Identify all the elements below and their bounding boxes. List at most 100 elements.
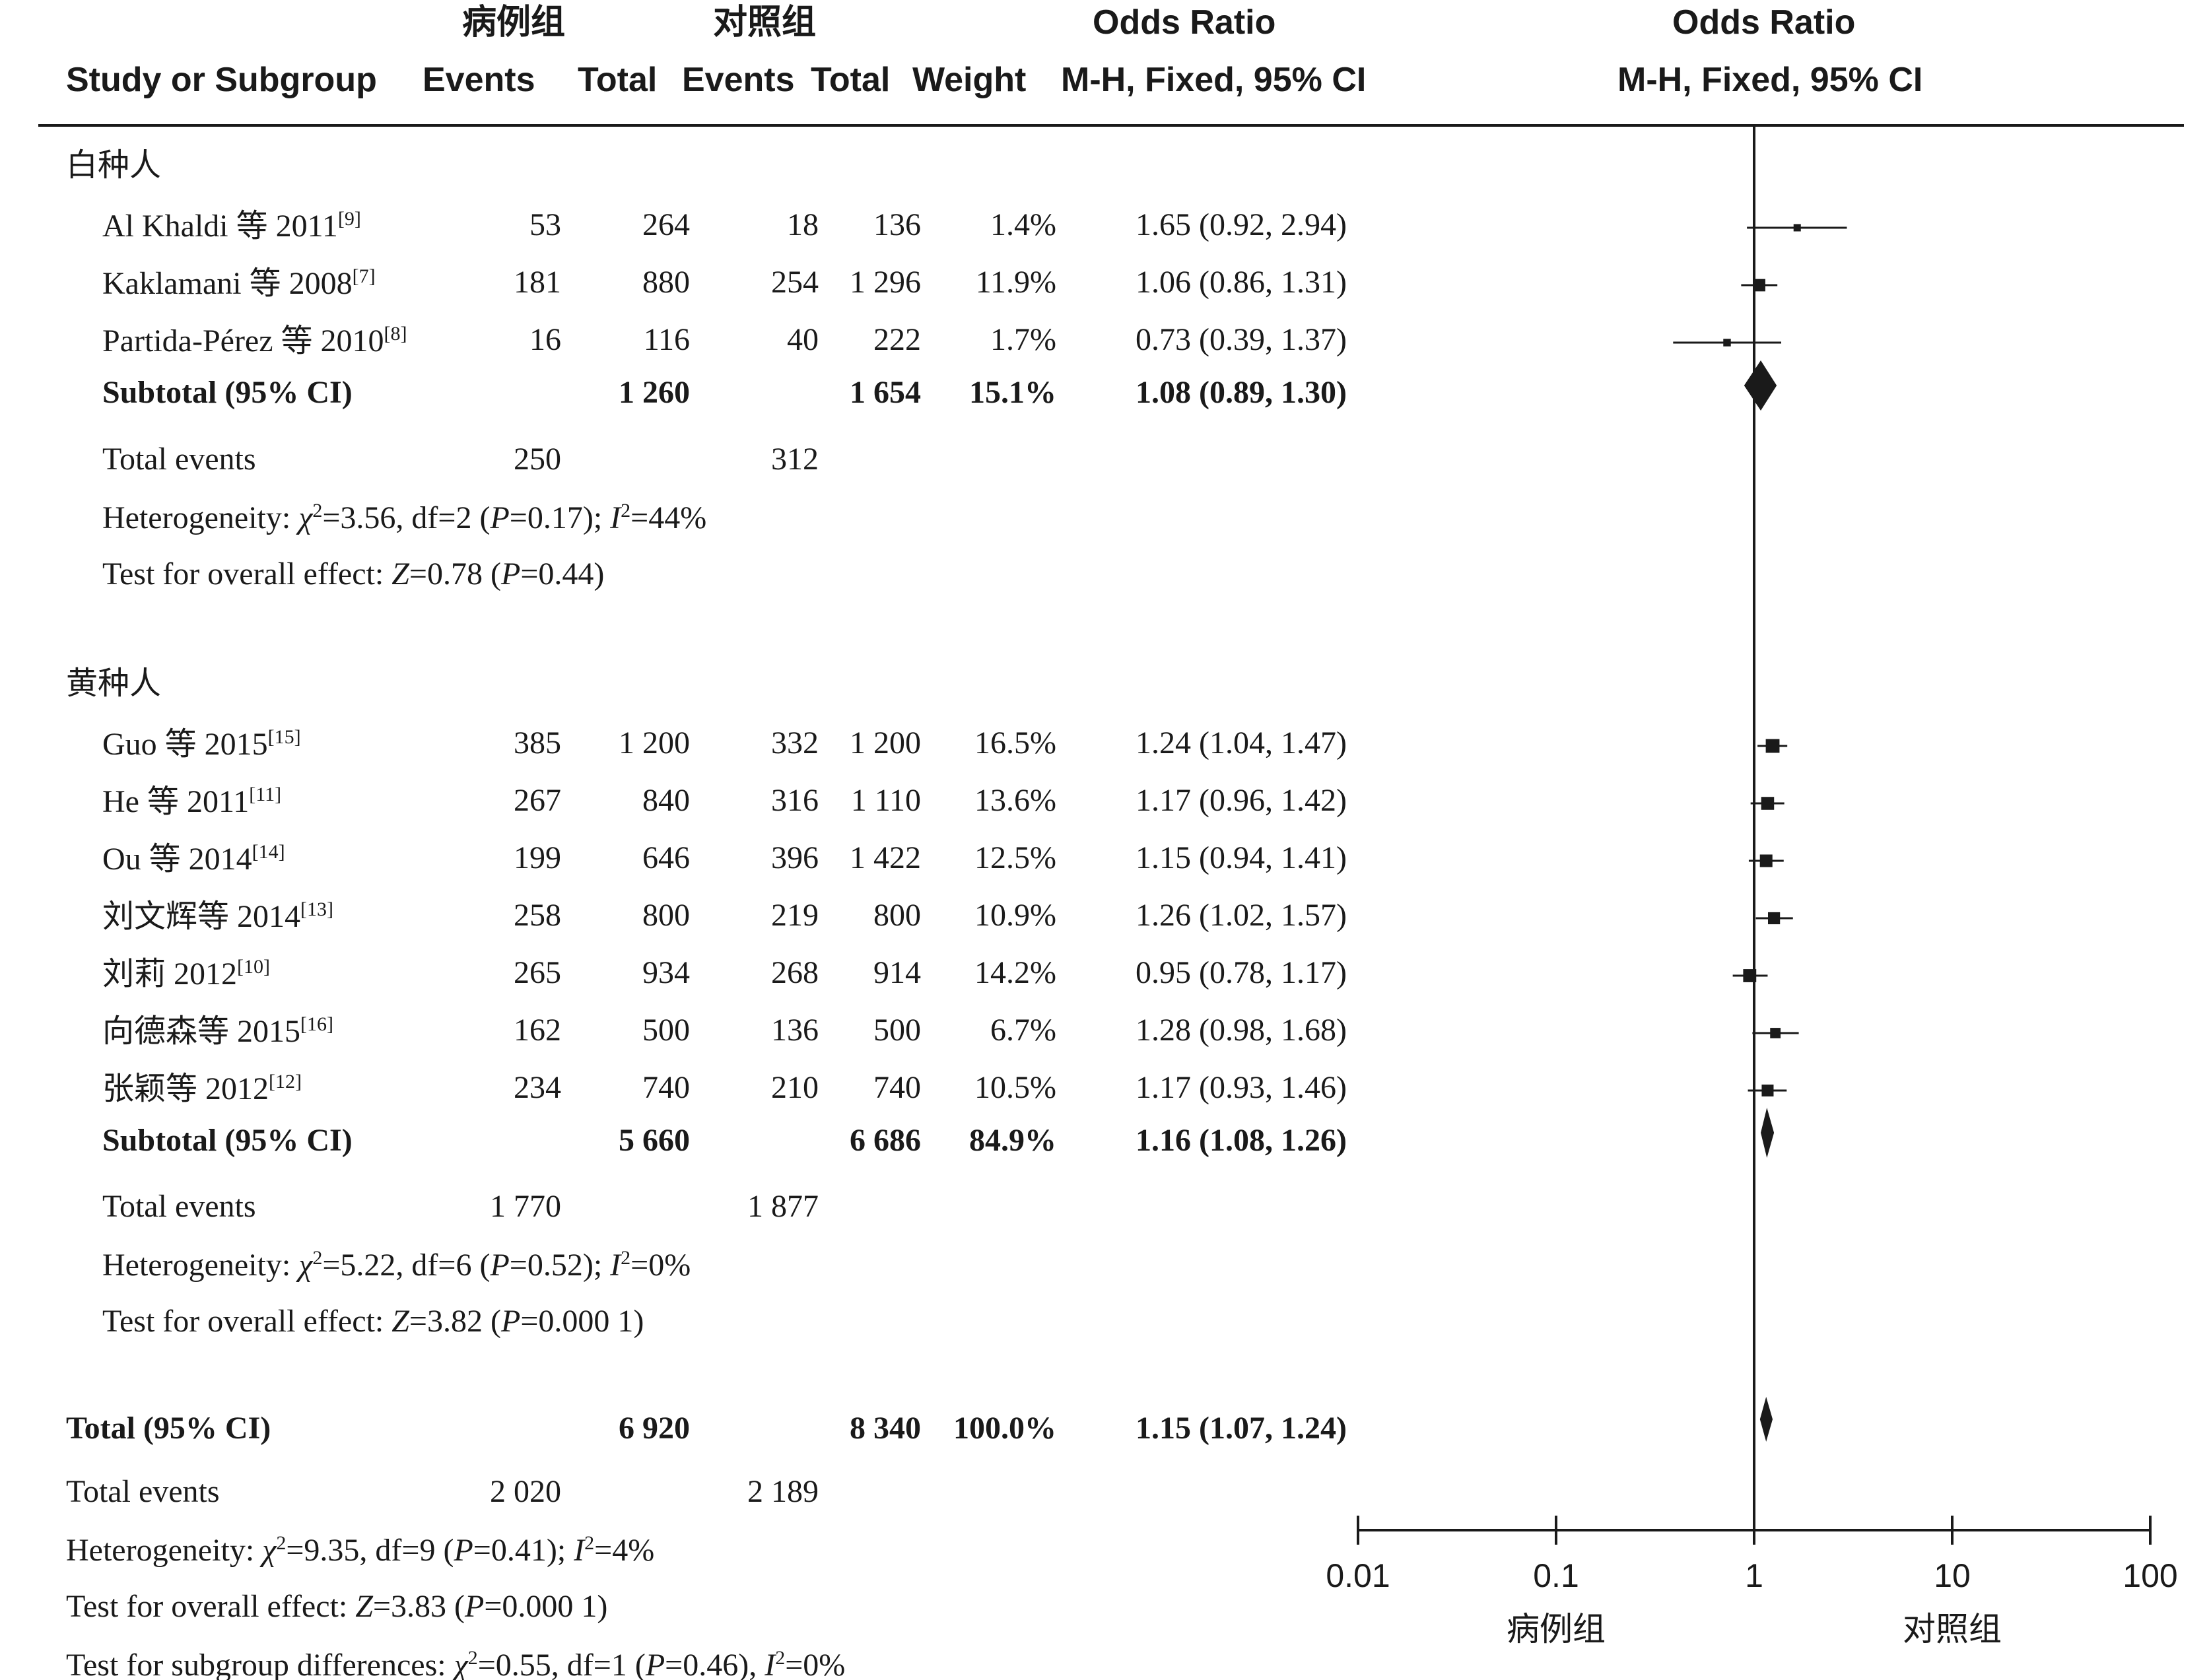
case-total-cell: 1 200 (619, 725, 690, 760)
subtotal-weight: 15.1% (969, 375, 1056, 410)
subtotal-ctrl-total: 6 686 (850, 1123, 921, 1158)
subtotal-case-total: 5 660 (619, 1123, 690, 1158)
subgroup-label-caucasian: 白种人 (66, 148, 162, 183)
tick-label: 1 (1745, 1557, 1763, 1594)
total-ci: 1.15 (1.07, 1.24) (1136, 1411, 1347, 1446)
or-method-header: M-H, Fixed, 95% CI (1061, 61, 1367, 99)
case-total-header: Total (578, 61, 658, 99)
total-case-total: 6 920 (619, 1411, 690, 1446)
case-events-cell: 267 (514, 783, 561, 818)
effect-square (1723, 339, 1731, 347)
heterogeneity-text: Heterogeneity: χ2=3.56, df=2 (P=0.17); I… (102, 500, 707, 535)
ci-cell: 1.06 (0.86, 1.31) (1136, 265, 1347, 300)
total-events-case: 2 020 (490, 1474, 561, 1509)
case-group-header: 病例组 (462, 3, 566, 42)
ctrl-events-cell: 210 (771, 1070, 819, 1105)
subtotal-weight: 84.9% (969, 1123, 1056, 1158)
total-events-label: Total events (102, 1189, 256, 1224)
study-name: 刘文辉等 2014[13] (102, 898, 333, 934)
heterogeneity-text: Heterogeneity: χ2=9.35, df=9 (P=0.41); I… (66, 1532, 655, 1568)
axis-right-label: 对照组 (1903, 1611, 2002, 1648)
overall-effect-text: Test for overall effect: Z=3.82 (P=0.000… (102, 1304, 644, 1339)
effect-square (1767, 912, 1781, 925)
plot-title-header: Odds Ratio (1672, 3, 1856, 42)
total-events-ctrl: 312 (771, 442, 819, 477)
ctrl-events-cell: 396 (771, 840, 819, 875)
total-events-ctrl: 1 877 (747, 1189, 819, 1224)
weight-cell: 13.6% (974, 783, 1056, 818)
subtotal-ci: 1.16 (1.08, 1.26) (1136, 1123, 1347, 1158)
ctrl-total-cell: 740 (873, 1070, 921, 1105)
tick-label: 0.1 (1533, 1557, 1579, 1594)
ci-cell: 1.15 (0.94, 1.41) (1136, 840, 1347, 875)
ctrl-total-cell: 1 296 (850, 265, 921, 300)
subtotal-label: Subtotal (95% CI) (102, 1123, 353, 1158)
subtotal-ctrl-total: 1 654 (850, 375, 921, 410)
tick-label: 100 (2123, 1557, 2178, 1594)
ctrl-events-cell: 40 (787, 322, 819, 357)
subtotal-diamond (1744, 360, 1777, 411)
ctrl-total-header: Total (811, 61, 891, 99)
ci-cell: 0.95 (0.78, 1.17) (1136, 955, 1347, 990)
total-events-case: 250 (514, 442, 561, 477)
heterogeneity-text: Heterogeneity: χ2=5.22, df=6 (P=0.52); I… (102, 1247, 691, 1283)
or-title-header: Odds Ratio (1093, 3, 1276, 42)
weight-cell: 11.9% (975, 265, 1056, 300)
weight-cell: 10.9% (974, 898, 1056, 933)
overall-effect-text: Test for overall effect: Z=0.78 (P=0.44) (102, 556, 605, 591)
effect-square (1743, 969, 1757, 982)
ci-cell: 1.17 (0.96, 1.42) (1136, 783, 1347, 818)
ctrl-events-cell: 254 (771, 265, 819, 300)
case-events-cell: 234 (514, 1070, 561, 1105)
ctrl-events-cell: 316 (771, 783, 819, 818)
case-events-cell: 16 (529, 322, 561, 357)
subgroup-diff-text: Test for subgroup differences: χ2=0.55, … (66, 1647, 846, 1680)
total-ctrl-total: 8 340 (850, 1411, 921, 1446)
case-events-cell: 181 (514, 265, 561, 300)
weight-cell: 16.5% (974, 725, 1056, 760)
ctrl-total-cell: 136 (873, 207, 921, 242)
study-name: 张颖等 2012[12] (102, 1071, 302, 1106)
case-total-cell: 116 (643, 322, 690, 357)
case-total-cell: 934 (642, 955, 690, 990)
weight-cell: 14.2% (974, 955, 1056, 990)
ci-cell: 1.28 (0.98, 1.68) (1136, 1013, 1347, 1048)
study-name: Partida-Pérez 等 2010[8] (102, 323, 407, 358)
weight-cell: 1.4% (990, 207, 1056, 242)
tick-label: 10 (1934, 1557, 1971, 1594)
case-events-cell: 199 (514, 840, 561, 875)
effect-square (1761, 797, 1775, 810)
total-events-ctrl: 2 189 (747, 1474, 819, 1509)
study-name: Ou 等 2014[14] (102, 841, 285, 877)
plot-method-header: M-H, Fixed, 95% CI (1617, 61, 1923, 99)
subtotal-ci: 1.08 (0.89, 1.30) (1136, 375, 1347, 410)
header-rule (38, 124, 2184, 127)
case-events-header: Events (423, 61, 535, 99)
effect-square (1770, 1028, 1781, 1038)
case-events-cell: 53 (529, 207, 561, 242)
study-name: Al Khaldi 等 2011[9] (102, 208, 361, 244)
ctrl-total-cell: 1 200 (850, 725, 921, 760)
total-weight: 100.0% (953, 1411, 1056, 1446)
study-name: Kaklamani 等 2008[7] (102, 265, 376, 301)
case-total-cell: 840 (642, 783, 690, 818)
ci-cell: 1.65 (0.92, 2.94) (1136, 207, 1347, 242)
effect-square (1793, 224, 1801, 232)
effect-square (1765, 739, 1780, 753)
ctrl-events-cell: 18 (787, 207, 819, 242)
total-events-case: 1 770 (490, 1189, 561, 1224)
case-total-cell: 264 (642, 207, 690, 242)
ctrl-total-cell: 222 (873, 322, 921, 357)
ctrl-total-cell: 500 (873, 1013, 921, 1048)
total-events-label: Total events (102, 442, 256, 477)
case-events-cell: 258 (514, 898, 561, 933)
weight-cell: 10.5% (974, 1070, 1056, 1105)
case-total-cell: 500 (642, 1013, 690, 1048)
ctrl-events-header: Events (682, 61, 795, 99)
case-events-cell: 162 (514, 1013, 561, 1048)
ctrl-total-cell: 800 (873, 898, 921, 933)
study-name: He 等 2011[11] (102, 784, 282, 819)
subtotal-label: Subtotal (95% CI) (102, 375, 353, 410)
